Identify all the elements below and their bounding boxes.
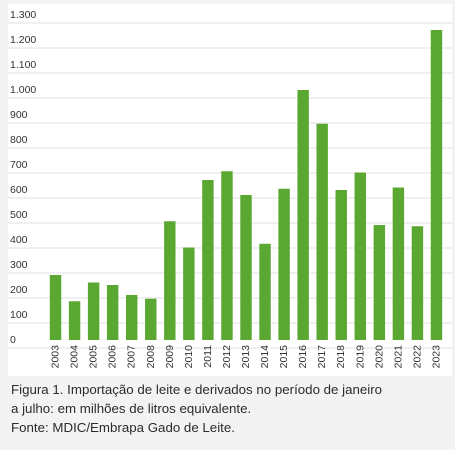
bar-2015 xyxy=(278,188,290,340)
x-tick-label: 2014 xyxy=(259,345,271,369)
bar-2017 xyxy=(316,123,328,340)
y-tick-label: 900 xyxy=(10,109,28,121)
x-tick-label: 2009 xyxy=(164,345,176,369)
x-tick-label: 2015 xyxy=(278,345,290,369)
bar-2012 xyxy=(221,171,233,340)
caption-line-3: Fonte: MDIC/Embrapa Gado de Leite. xyxy=(11,420,235,435)
y-tick-label: 1.100 xyxy=(10,59,36,71)
x-tick-label: 2013 xyxy=(240,345,252,369)
bar-2022 xyxy=(411,226,424,340)
y-tick-label: 1.200 xyxy=(10,34,36,46)
bar-2008 xyxy=(145,298,157,340)
bar-2010 xyxy=(183,247,195,340)
y-tick-label: 0 xyxy=(10,334,16,346)
bar-2006 xyxy=(106,285,119,340)
bar-2020 xyxy=(373,225,386,340)
figure-caption: Figura 1. Importação de leite e derivado… xyxy=(11,380,451,437)
x-tick-label: 2017 xyxy=(316,345,328,369)
bar-2011 xyxy=(202,180,214,340)
y-tick-label: 400 xyxy=(10,234,28,246)
bar-2009 xyxy=(164,221,176,340)
bar-2018 xyxy=(335,190,347,340)
bar-2004 xyxy=(68,301,81,340)
bar-2014 xyxy=(259,243,271,340)
x-tick-label: 2011 xyxy=(202,345,214,368)
x-tick-label: 2012 xyxy=(221,345,233,369)
x-tick-label: 2007 xyxy=(126,345,138,369)
y-tick-label: 800 xyxy=(10,134,28,146)
y-tick-label: 300 xyxy=(10,259,28,271)
x-tick-label: 2008 xyxy=(145,345,157,369)
y-tick-label: 600 xyxy=(10,184,28,196)
x-tick-label: 2023 xyxy=(430,345,442,369)
x-tick-label: 2005 xyxy=(88,345,100,369)
bar-chart: 0 100 200 300 400 500 600 700 800 900 1.000 1.100 1.… xyxy=(8,9,452,369)
bar-2016 xyxy=(297,90,309,340)
x-tick-label: 2016 xyxy=(297,345,309,369)
x-tick-label: 2004 xyxy=(69,345,81,369)
bar-2023 xyxy=(430,30,443,340)
x-tick-label: 2022 xyxy=(411,345,423,369)
bar-2005 xyxy=(87,282,100,340)
x-tick-label: 2018 xyxy=(335,345,347,369)
bar-2019 xyxy=(354,172,366,340)
bar-2003 xyxy=(49,275,62,340)
y-tick-label: 100 xyxy=(10,309,28,321)
bar-2013 xyxy=(240,195,252,340)
x-tick-label: 2019 xyxy=(354,345,366,369)
bar-2021 xyxy=(392,187,405,340)
caption-line-1: Figura 1. Importação de leite e derivado… xyxy=(11,382,383,397)
bar-2007 xyxy=(126,295,138,340)
x-tick-label: 2010 xyxy=(183,345,195,369)
y-tick-label: 200 xyxy=(10,284,28,296)
caption-line-2: a julho: em milhões de litros equivalent… xyxy=(11,401,252,416)
y-tick-label: 700 xyxy=(10,159,28,171)
y-tick-label: 1.300 xyxy=(10,9,36,21)
y-tick-label: 500 xyxy=(10,209,28,221)
chart-area: 0 100 200 300 400 500 600 700 800 900 1.000 1.100 1.… xyxy=(8,4,452,376)
x-tick-label: 2021 xyxy=(392,345,404,369)
y-tick-label: 1.000 xyxy=(10,84,36,96)
x-tick-label: 2003 xyxy=(50,345,62,369)
x-tick-label: 2020 xyxy=(373,345,385,369)
x-tick-label: 2006 xyxy=(107,345,119,369)
